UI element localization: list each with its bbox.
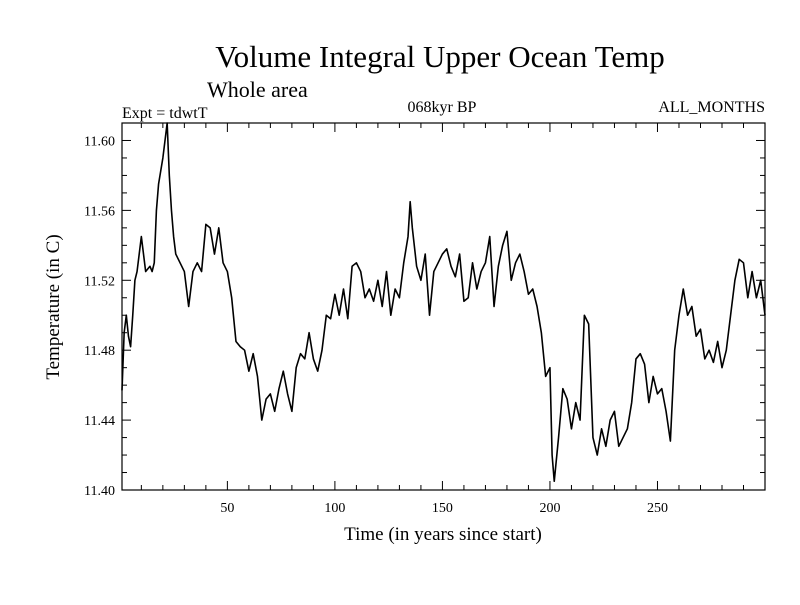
series-line [121, 122, 766, 483]
y-tick-label: 11.56 [84, 204, 115, 219]
y-axis-label: Temperature (in C) [43, 234, 64, 379]
y-tick-label: 11.44 [84, 414, 115, 429]
y-tick-label: 11.48 [84, 344, 115, 359]
x-axis-label: Time (in years since start) [344, 524, 542, 545]
y-tick-label: 11.60 [84, 134, 115, 149]
x-tick-label: 100 [324, 501, 345, 516]
season-label: ALL_MONTHS [658, 99, 765, 116]
y-tick-label: 11.40 [84, 484, 115, 499]
x-tick-label: 200 [539, 501, 560, 516]
axis-ticks [122, 122, 765, 491]
y-tick-label: 11.52 [84, 274, 115, 289]
x-tick-label: 250 [647, 501, 668, 516]
x-tick-label: 150 [432, 501, 453, 516]
axis-tick-labels: 50 100 150 200 250 11.40 11.44 11.48 11.52 11.56 1… [84, 134, 668, 516]
plot-frame [121, 122, 766, 491]
chart-title: Volume Integral Upper Ocean Temp [215, 39, 665, 74]
expt-label: Expt = tdwtT [122, 105, 208, 122]
chart-subtitle: Whole area [207, 77, 308, 102]
x-tick-label: 50 [220, 501, 234, 516]
period-label: 068kyr BP [408, 99, 477, 116]
